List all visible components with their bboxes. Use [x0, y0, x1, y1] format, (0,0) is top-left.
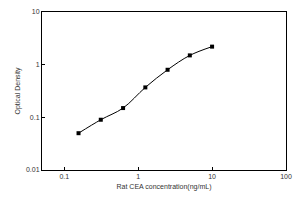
svg-text:Rat CEA concentration(ng/mL): Rat CEA concentration(ng/mL) [117, 183, 212, 191]
svg-text:10: 10 [208, 173, 216, 180]
svg-text:0.1: 0.1 [30, 114, 40, 121]
svg-text:1: 1 [136, 173, 140, 180]
svg-text:10: 10 [32, 8, 40, 15]
svg-text:1: 1 [36, 61, 40, 68]
svg-text:Optical Density: Optical Density [14, 67, 22, 115]
svg-text:100: 100 [280, 173, 292, 180]
svg-text:0.1: 0.1 [59, 173, 69, 180]
svg-text:0.01: 0.01 [26, 166, 40, 173]
